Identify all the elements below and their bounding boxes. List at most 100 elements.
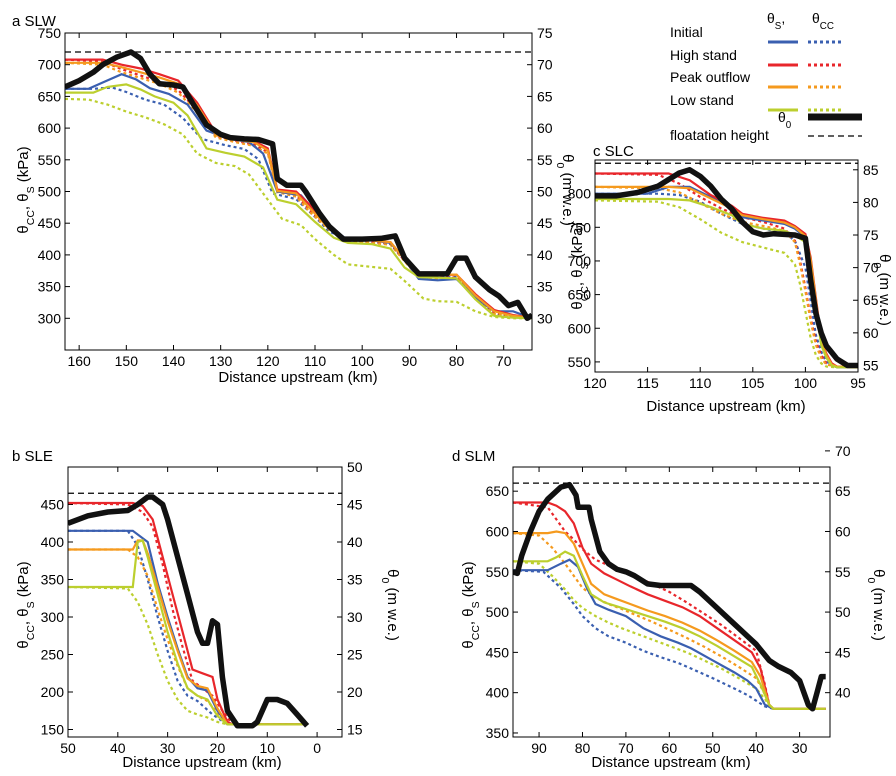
- panel-a-y2tick-label: 45: [537, 215, 553, 231]
- panel-c-xlabel: Distance upstream (km): [646, 398, 805, 415]
- panel-d-y2label: θ0 (m w.e.): [865, 569, 887, 641]
- panel-b-xtick-label: 0: [313, 740, 321, 756]
- panel-c-ytick-label: 750: [568, 219, 592, 235]
- panel-a-series-low-stand-theta-s: [65, 83, 532, 320]
- panel-d-xtick-label: 60: [662, 740, 678, 756]
- panel-a-series-initial-theta-cc: [65, 86, 532, 319]
- panel-b-series-initial-theta-cc: [68, 529, 308, 726]
- legend-label-low-stand: Low stand: [670, 92, 734, 108]
- panel-d-series-low-stand-theta-s: [513, 550, 826, 710]
- panel-b-ytick-label: 300: [41, 609, 65, 625]
- panel-d-xtick-label: 90: [531, 740, 547, 756]
- legend: θS, θCC Initial High stand Peak outflow …: [670, 10, 862, 143]
- panel-a-xtick-label: 90: [402, 353, 418, 369]
- panel-b-ylabel: θCC, θS (kPa): [15, 561, 37, 648]
- panel-d-ytick-label: 500: [486, 604, 510, 620]
- panel-c-xtick-label: 110: [689, 375, 712, 391]
- legend-label-high-stand: High stand: [670, 47, 737, 63]
- panel-a-xtick-label: 140: [162, 353, 186, 369]
- panel-c-xtick-label: 115: [636, 375, 659, 391]
- panel-b-sle: b SLE 50 40 30 20 10 015020025030035040045015…: [12, 448, 401, 771]
- panel-b-y2tick-label: 25: [347, 647, 363, 663]
- panel-d-ytick-label: 350: [486, 725, 510, 741]
- panel-d-y2tick-label: 50: [835, 604, 851, 620]
- panel-a-ytick-label: 550: [38, 152, 62, 168]
- panel-a-xtick-label: 80: [449, 353, 465, 369]
- legend-label-initial: Initial: [670, 24, 703, 40]
- panel-c-y2tick-label: 55: [863, 357, 879, 373]
- panel-d-series-low-stand-theta-cc: [513, 560, 826, 710]
- panel-c-y2tick-label: 80: [863, 194, 879, 210]
- panel-d-xtick-label: 40: [748, 740, 764, 756]
- panel-d-axes-frame: [512, 466, 831, 738]
- panel-c-axes-frame: [594, 159, 859, 373]
- panel-c-series-peak-outflow-theta-cc: [595, 185, 858, 369]
- panel-b-y2tick-label: 35: [347, 572, 363, 588]
- panel-a-y2label: θ0 (m w.e.): [554, 154, 576, 226]
- panel-a-xlabel: Distance upstream (km): [218, 369, 377, 386]
- panel-a-theta0-line: [65, 49, 532, 322]
- panel-d-y2tick-label: 60: [835, 523, 851, 539]
- panel-a-xtick-label: 120: [256, 353, 280, 369]
- panel-c-ylabel: θCC, θS (kPa): [569, 222, 591, 309]
- panel-c-slc: c SLC 120 115 110 105 100 95 550 600 650 700 750 80…: [568, 143, 893, 415]
- panel-a-y2tick-label: 30: [537, 310, 553, 326]
- panel-d-series-initial-theta-s: [513, 558, 826, 710]
- panel-c-y2tick-label: 60: [863, 325, 879, 341]
- panel-d-ytick-label: 550: [486, 564, 510, 580]
- panel-d-xtick-label: 80: [575, 740, 591, 756]
- legend-label-peak-outflow: Peak outflow: [670, 69, 751, 85]
- panel-d-xlabel: Distance upstream (km): [591, 754, 750, 771]
- panel-c-y2tick-label: 75: [863, 227, 879, 243]
- legend-header-theta-s: θS,: [767, 10, 785, 32]
- panel-d-slm: d SLM 90 80 70 60 50 40 30 350 400 450 500 550 600 65…: [452, 443, 887, 771]
- panel-c-theta0-line: [595, 167, 858, 369]
- panel-b-ytick-label: 250: [41, 647, 65, 663]
- panel-b-y2tick-label: 20: [347, 684, 363, 700]
- panel-c-xtick-label: 120: [583, 375, 607, 391]
- panel-b-y2label: θ0 (m w.e.): [379, 569, 401, 641]
- panel-b-y2tick-label: 15: [347, 722, 363, 738]
- panel-c-series-low-stand-theta-cc: [595, 199, 858, 369]
- panel-b-series-peak-outflow-theta-s: [68, 539, 308, 726]
- panel-a-series-high-stand-theta-s: [65, 58, 532, 319]
- panel-d-xtick-label: 70: [618, 740, 634, 756]
- panel-d-xtick-label: 30: [792, 740, 808, 756]
- panel-c-label: c SLC: [593, 143, 634, 160]
- panel-a-ytick-label: 300: [38, 310, 62, 326]
- panel-c-ytick-label: 650: [568, 287, 592, 303]
- panel-d-series-initial-theta-cc: [513, 569, 826, 710]
- panel-a-y2tick-label: 35: [537, 279, 553, 295]
- panel-b-series-high-stand-theta-cc: [68, 501, 308, 726]
- panel-a-ytick-label: 450: [38, 215, 62, 231]
- panel-d-y2tick-label: 70: [835, 443, 851, 459]
- panel-d-y2tick-label: 55: [835, 564, 851, 580]
- panel-a-xtick-label: 150: [115, 353, 139, 369]
- legend-header-theta-cc: θCC: [812, 10, 834, 32]
- panel-b-xtick-label: 50: [60, 740, 76, 756]
- panel-b-xtick-label: 40: [110, 740, 126, 756]
- panel-d-theta0-line: [513, 481, 826, 712]
- legend-label-floatation: floatation height: [670, 127, 769, 143]
- panel-d-xtick-label: 50: [705, 740, 721, 756]
- panel-d-series-peak-outflow-theta-cc: [513, 532, 826, 710]
- panel-a-y2tick-label: 40: [537, 247, 553, 263]
- panel-a-label: a SLW: [12, 13, 57, 30]
- panel-a-plot-area: [65, 49, 532, 322]
- panel-b-axes-frame: [67, 466, 343, 738]
- panel-b-theta0-line: [68, 494, 310, 729]
- panel-d-ytick-label: 450: [486, 644, 510, 660]
- panel-d-ylabel: θCC, θS (kPa): [460, 561, 482, 648]
- panel-c-xtick-label: 95: [850, 375, 866, 391]
- panel-a-slw: a SLW 160 150 140 130 120 110 100 90 80 70 300 350 4…: [12, 13, 576, 386]
- panel-d-ytick-label: 650: [486, 483, 510, 499]
- panel-a-y2tick-label: 55: [537, 152, 553, 168]
- panel-d-y2tick-label: 65: [835, 483, 851, 499]
- panel-a-xtick-label: 70: [496, 353, 512, 369]
- panel-a-xtick-label: 110: [304, 353, 327, 369]
- panel-c-y2tick-label: 65: [863, 292, 879, 308]
- panel-b-ytick-label: 150: [41, 722, 65, 738]
- panel-a-y2tick-label: 70: [537, 57, 553, 73]
- panel-b-xlabel: Distance upstream (km): [122, 754, 281, 771]
